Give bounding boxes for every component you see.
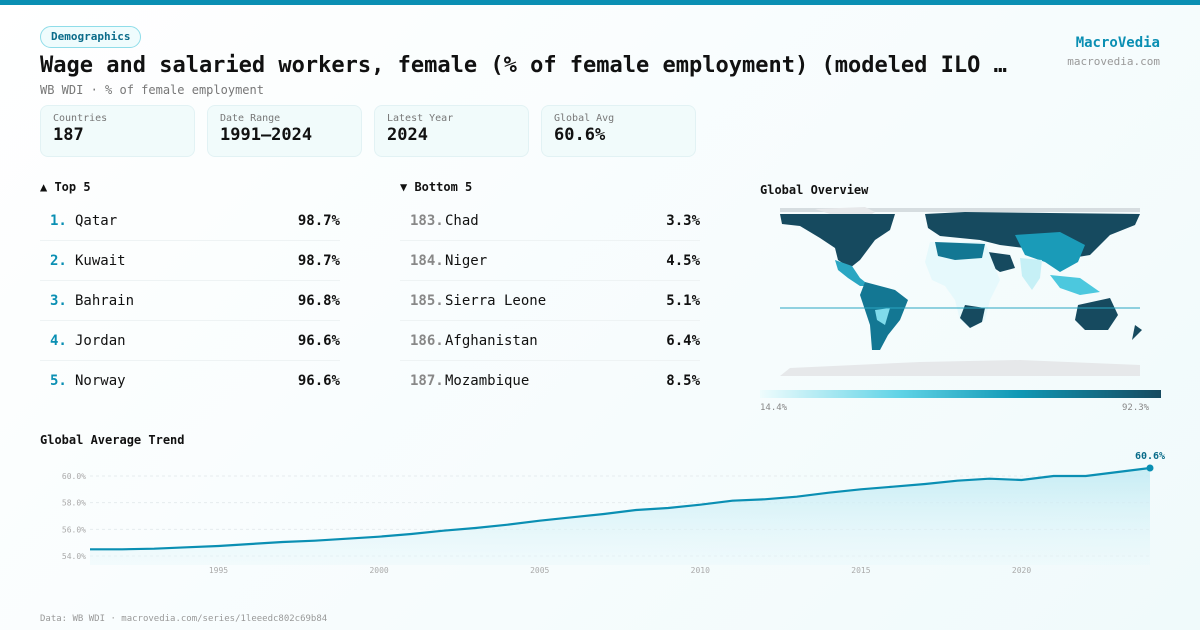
rank-number: 185. (410, 292, 444, 309)
stats-row: Countries 187 Date Range 1991–2024 Latest … (40, 105, 696, 157)
stat-label: Date Range (220, 113, 281, 124)
rank-number: 4. (50, 332, 67, 349)
rank-number: 1. (50, 212, 67, 229)
world-choropleth-map[interactable] (760, 200, 1160, 385)
page-subtitle: WB WDI · % of female employment (40, 83, 264, 97)
rank-number: 5. (50, 373, 67, 389)
list-item[interactable]: 185. Sierra Leone 5.1% (400, 281, 700, 321)
country-value: 98.7% (297, 212, 340, 229)
country-name: Afghanistan (445, 332, 538, 349)
x-tick-label: 2010 (691, 566, 710, 575)
list-item[interactable]: 186. Afghanistan 6.4% (400, 321, 700, 361)
brand: MacroVedia macrovedia.com (1067, 35, 1160, 68)
country-name: Chad (445, 212, 479, 229)
stat-countries: Countries 187 (40, 105, 195, 157)
trend-area (90, 468, 1150, 565)
stat-value: 1991–2024 (220, 125, 313, 145)
rank-number: 2. (50, 252, 67, 269)
country-name: Mozambique (445, 373, 530, 389)
north-america (780, 214, 895, 268)
trend-heading: Global Average Trend (40, 433, 185, 447)
y-tick-label: 54.0% (62, 552, 86, 561)
country-value: 96.6% (297, 332, 340, 349)
x-tick-label: 2000 (369, 566, 388, 575)
category-badge[interactable]: Demographics (40, 26, 142, 48)
bolivia (875, 308, 890, 325)
india (1020, 258, 1042, 290)
country-name: Niger (445, 252, 488, 269)
central-america (835, 260, 870, 286)
china (1015, 232, 1085, 272)
africa (925, 242, 1000, 328)
bottom5-list: ▼ Bottom 5 183. Chad 3.3% 184. Niger 4.5% 185.… (400, 180, 700, 401)
stat-global-avg: Global Avg 60.6% (541, 105, 696, 157)
country-name: Bahrain (75, 292, 135, 309)
country-value: 4.5% (666, 252, 700, 269)
top5-heading: ▲ Top 5 (40, 180, 91, 194)
legend-max-label: 92.3% (1122, 403, 1150, 413)
list-item[interactable]: 183. Chad 3.3% (400, 201, 700, 241)
country-value: 3.3% (666, 212, 700, 229)
footer-source: Data: WB WDI · macrovedia.com/series/1le… (40, 614, 328, 624)
new-zealand (1132, 325, 1142, 340)
north-africa (935, 242, 985, 260)
page-title: Wage and salaried workers, female (% of … (40, 53, 1007, 78)
country-value: 8.5% (666, 373, 700, 389)
southeast-asia (1050, 275, 1100, 295)
stat-latest-year: Latest Year 2024 (374, 105, 529, 157)
x-tick-label: 2015 (851, 566, 870, 575)
x-tick-label: 2020 (1012, 566, 1031, 575)
country-name: Qatar (75, 212, 118, 229)
y-tick-label: 58.0% (62, 499, 86, 508)
list-item[interactable]: 3. Bahrain 96.8% (40, 281, 340, 321)
stat-label: Latest Year (387, 113, 454, 124)
brand-name: MacroVedia (1075, 35, 1160, 51)
country-name: Norway (75, 373, 126, 389)
rank-number: 184. (410, 252, 444, 269)
list-item[interactable]: 5. Norway 96.6% (40, 361, 340, 401)
list-item[interactable]: 187. Mozambique 8.5% (400, 361, 700, 401)
list-item[interactable]: 184. Niger 4.5% (400, 241, 700, 281)
country-value: 96.6% (297, 373, 340, 389)
list-item[interactable]: 2. Kuwait 98.7% (40, 241, 340, 281)
y-tick-label: 60.0% (62, 472, 86, 481)
country-name: Kuwait (75, 252, 126, 269)
stat-label: Global Avg (554, 113, 615, 124)
stat-label: Countries (53, 113, 108, 124)
southern-africa (960, 305, 985, 328)
trend-line (90, 466, 1151, 551)
legend-min-label: 14.4% (760, 403, 788, 413)
top-accent-bar (0, 0, 1200, 5)
rank-number: 3. (50, 292, 67, 309)
country-value: 6.4% (666, 332, 700, 349)
brand-url[interactable]: macrovedia.com (1067, 55, 1160, 68)
country-value: 98.7% (297, 252, 340, 269)
end-value-label: 60.6% (1135, 451, 1165, 462)
country-value: 96.8% (297, 292, 340, 309)
stat-date-range: Date Range 1991–2024 (207, 105, 362, 157)
rank-number: 186. (410, 332, 444, 349)
y-tick-label: 56.0% (62, 525, 86, 534)
list-item[interactable]: 4. Jordan 96.6% (40, 321, 340, 361)
antarctica (780, 360, 1140, 376)
list-item[interactable]: 1. Qatar 98.7% (40, 201, 340, 241)
data-point (1146, 464, 1154, 472)
stat-value: 60.6% (554, 125, 606, 145)
rank-number: 183. (410, 212, 444, 229)
australia (1075, 298, 1118, 330)
rank-number: 187. (410, 373, 444, 389)
map-heading: Global Overview (760, 183, 869, 197)
country-name: Sierra Leone (445, 292, 547, 309)
country-value: 5.1% (666, 292, 700, 309)
top5-list: ▲ Top 5 1. Qatar 98.7% 2. Kuwait 98.7% 3. Bahra… (40, 180, 340, 401)
global-average-trend-chart: 54.0% 56.0% 58.0% 60.0% 1995 2000 2005 2010 2015… (62, 451, 1165, 575)
stat-value: 2024 (387, 125, 428, 145)
country-name: Jordan (75, 332, 126, 349)
bottom5-heading: ▼ Bottom 5 (400, 180, 473, 194)
stat-value: 187 (53, 125, 84, 145)
map-color-legend (760, 390, 1161, 398)
arctic-band (780, 208, 1140, 212)
x-tick-label: 2005 (530, 566, 549, 575)
x-tick-label: 1995 (209, 566, 228, 575)
